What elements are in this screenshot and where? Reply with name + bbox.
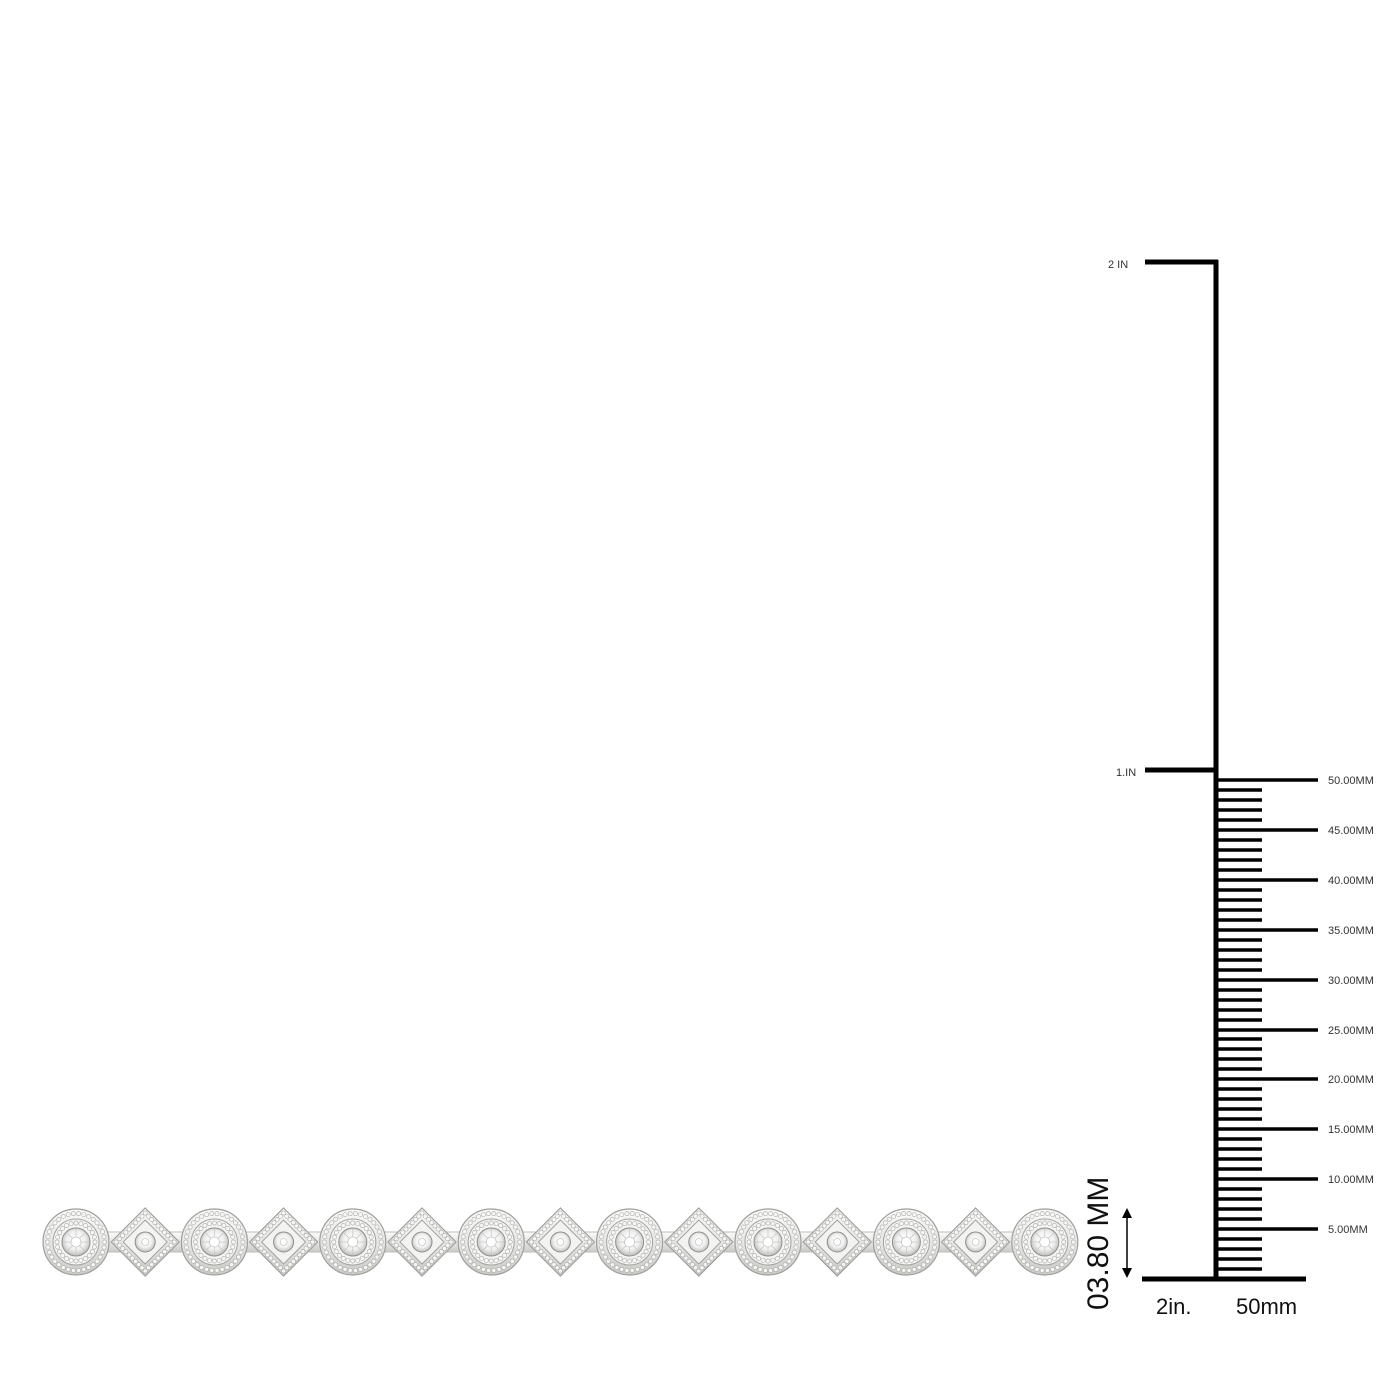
round-link bbox=[1011, 1208, 1079, 1276]
mm-label: 40.00MM bbox=[1328, 875, 1374, 887]
width-indicator: 03.80 MM bbox=[1082, 1177, 1132, 1310]
round-link bbox=[42, 1208, 110, 1276]
diamond-link bbox=[525, 1207, 596, 1277]
inch-label-top: 2 IN bbox=[1108, 259, 1128, 271]
bottom-label-mm: 50mm bbox=[1236, 1294, 1297, 1319]
arrow-up-icon bbox=[1122, 1208, 1132, 1218]
mm-label: 45.00MM bbox=[1328, 825, 1374, 837]
round-link bbox=[734, 1208, 802, 1276]
round-link bbox=[595, 1208, 664, 1276]
diamond-link bbox=[387, 1207, 457, 1277]
bracelet bbox=[42, 1207, 1079, 1277]
mm-label: 15.00MM bbox=[1328, 1124, 1374, 1136]
mm-label: 10.00MM bbox=[1328, 1174, 1374, 1186]
mm-label: 50.00MM bbox=[1328, 775, 1374, 787]
diamond-link bbox=[940, 1207, 1011, 1277]
round-link bbox=[872, 1208, 941, 1276]
round-link bbox=[457, 1208, 525, 1276]
bottom-label-inches: 2in. bbox=[1156, 1294, 1191, 1319]
mm-labels: 50.00MM 45.00MM 40.00MM 35.00MM 30.00MM 25.00… bbox=[1328, 775, 1374, 1236]
diamond-link bbox=[248, 1207, 319, 1277]
diamond-link bbox=[663, 1207, 734, 1277]
mm-label: 25.00MM bbox=[1328, 1025, 1374, 1037]
width-label: 03.80 MM bbox=[1082, 1177, 1115, 1310]
mm-label: 30.00MM bbox=[1328, 975, 1374, 987]
mm-label: 35.00MM bbox=[1328, 925, 1374, 937]
round-link bbox=[319, 1208, 387, 1276]
ruler-ticks bbox=[1216, 778, 1318, 1271]
mm-label: 20.00MM bbox=[1328, 1074, 1374, 1086]
round-link bbox=[180, 1208, 248, 1276]
mm-label: 5.00MM bbox=[1328, 1224, 1368, 1236]
arrow-down-icon bbox=[1122, 1268, 1132, 1278]
measurement-ruler: 50.00MM 45.00MM 40.00MM 35.00MM 30.00MM 25.00… bbox=[1108, 259, 1374, 1319]
diamond-link bbox=[110, 1207, 181, 1277]
inch-label-mid: 1.IN bbox=[1116, 767, 1136, 779]
diamond-link bbox=[802, 1207, 873, 1277]
